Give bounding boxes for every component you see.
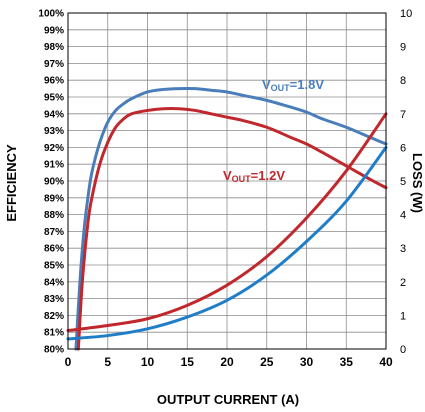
y-left-tick-label: 99% xyxy=(44,25,64,36)
label-vout-1-8v-v: V xyxy=(262,77,271,92)
y-left-tick-label: 89% xyxy=(44,193,64,204)
gridlines xyxy=(68,13,386,349)
loss-line-vout-1-8v xyxy=(66,145,388,341)
x-tick-label: 25 xyxy=(260,355,274,369)
y-right-tick-label: 6 xyxy=(400,142,406,154)
x-tick-label: 35 xyxy=(340,355,354,369)
label-vout-1-8v: VOUT=1.8V xyxy=(262,77,324,93)
efficiency-line-vout-1-8v xyxy=(74,86,388,351)
y-left-tick-label: 98% xyxy=(44,42,64,53)
label-vout-1-8v-value: =1.8V xyxy=(290,77,325,92)
y-axis-left-ticks: 80% 81% 82% 83% 84% 85% 86% 87% 88% 89% 90% 91% 92% 9… xyxy=(38,9,64,356)
y-left-tick-label: 82% xyxy=(44,311,64,322)
y-right-tick-label: 2 xyxy=(400,277,406,289)
y-right-tick-label: 5 xyxy=(400,176,406,188)
y-right-tick-label: 3 xyxy=(400,243,406,255)
y-left-tick-label: 84% xyxy=(44,277,64,288)
y-left-tick-label: 91% xyxy=(44,160,64,171)
y-axis-right-title: LOSS (W) xyxy=(410,153,425,213)
y-left-tick-label: 87% xyxy=(44,227,64,238)
y-right-tick-label: 0 xyxy=(400,344,406,356)
y-left-tick-label: 97% xyxy=(44,59,64,70)
x-tick-label: 15 xyxy=(181,355,195,369)
x-tick-label: 20 xyxy=(220,355,234,369)
y-left-tick-label: 93% xyxy=(44,126,64,137)
x-tick-label: 40 xyxy=(379,355,393,369)
label-vout-1-2v-v: V xyxy=(223,168,232,183)
label-vout-1-2v: VOUT=1.2V xyxy=(223,168,285,184)
y-left-tick-label: 100% xyxy=(38,9,64,20)
y-left-tick-label: 86% xyxy=(44,244,64,255)
plot-frame xyxy=(67,12,387,350)
x-axis-ticks: 0 5 10 15 20 25 30 35 40 xyxy=(65,355,393,369)
y-left-tick-label: 96% xyxy=(44,76,64,87)
y-right-tick-label: 9 xyxy=(400,42,406,54)
y-left-tick-label: 80% xyxy=(44,345,64,356)
label-vout-1-8v-sub: OUT xyxy=(271,83,291,93)
y-left-tick-label: 94% xyxy=(44,109,64,120)
y-right-tick-label: 1 xyxy=(400,310,406,322)
label-vout-1-2v-value: =1.2V xyxy=(251,168,286,183)
y-left-tick-label: 85% xyxy=(44,261,64,272)
efficiency-line-vout-1-2v xyxy=(76,107,388,351)
y-axis-right-ticks: 0 1 2 3 4 5 6 7 8 9 10 xyxy=(400,8,412,356)
y-left-tick-label: 83% xyxy=(44,294,64,305)
y-right-tick-label: 10 xyxy=(400,8,412,20)
y-right-tick-label: 8 xyxy=(400,75,406,87)
x-axis-title: OUTPUT CURRENT (A) xyxy=(157,392,299,407)
y-left-tick-label: 92% xyxy=(44,143,64,154)
y-left-tick-label: 81% xyxy=(44,328,64,339)
y-right-tick-label: 4 xyxy=(400,210,406,222)
y-left-tick-label: 88% xyxy=(44,210,64,221)
y-right-tick-label: 7 xyxy=(400,109,406,121)
loss-line-vout-1-2v xyxy=(66,112,388,333)
x-tick-label: 5 xyxy=(104,355,111,369)
x-tick-label: 30 xyxy=(300,355,314,369)
y-left-tick-label: 90% xyxy=(44,177,64,188)
y-axis-left-title: EFFICIENCY xyxy=(4,144,19,222)
y-left-tick-label: 95% xyxy=(44,93,64,104)
x-tick-label: 10 xyxy=(141,355,155,369)
series-lines xyxy=(66,86,388,351)
x-tick-label: 0 xyxy=(65,355,72,369)
label-vout-1-2v-sub: OUT xyxy=(232,174,252,184)
